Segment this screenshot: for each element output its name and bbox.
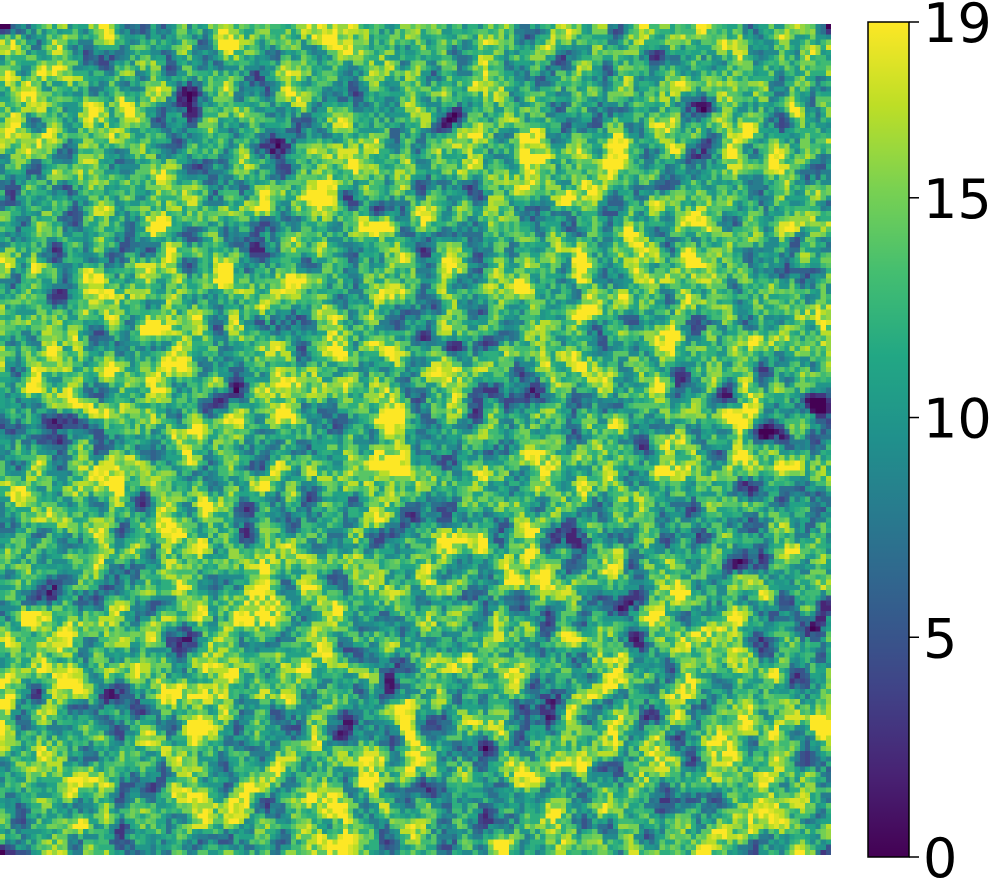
colorbar-ticks: 0 5 10 15 19: [909, 0, 992, 890]
colorbar-frame: [867, 21, 910, 858]
colorbar-tick-label: 0: [923, 827, 957, 890]
colorbar-tick-label: 15: [923, 168, 992, 231]
colorbar-tick-label: 5: [923, 607, 957, 670]
colorbar-gradient: [868, 22, 909, 857]
colorbar: 0 5 10 15 19: [867, 0, 992, 890]
heatmap-area: [0, 24, 831, 855]
colorbar-tick-label: 19: [923, 0, 992, 55]
colorbar-tick-label: 10: [923, 388, 992, 451]
heatmap-image: [0, 24, 831, 855]
